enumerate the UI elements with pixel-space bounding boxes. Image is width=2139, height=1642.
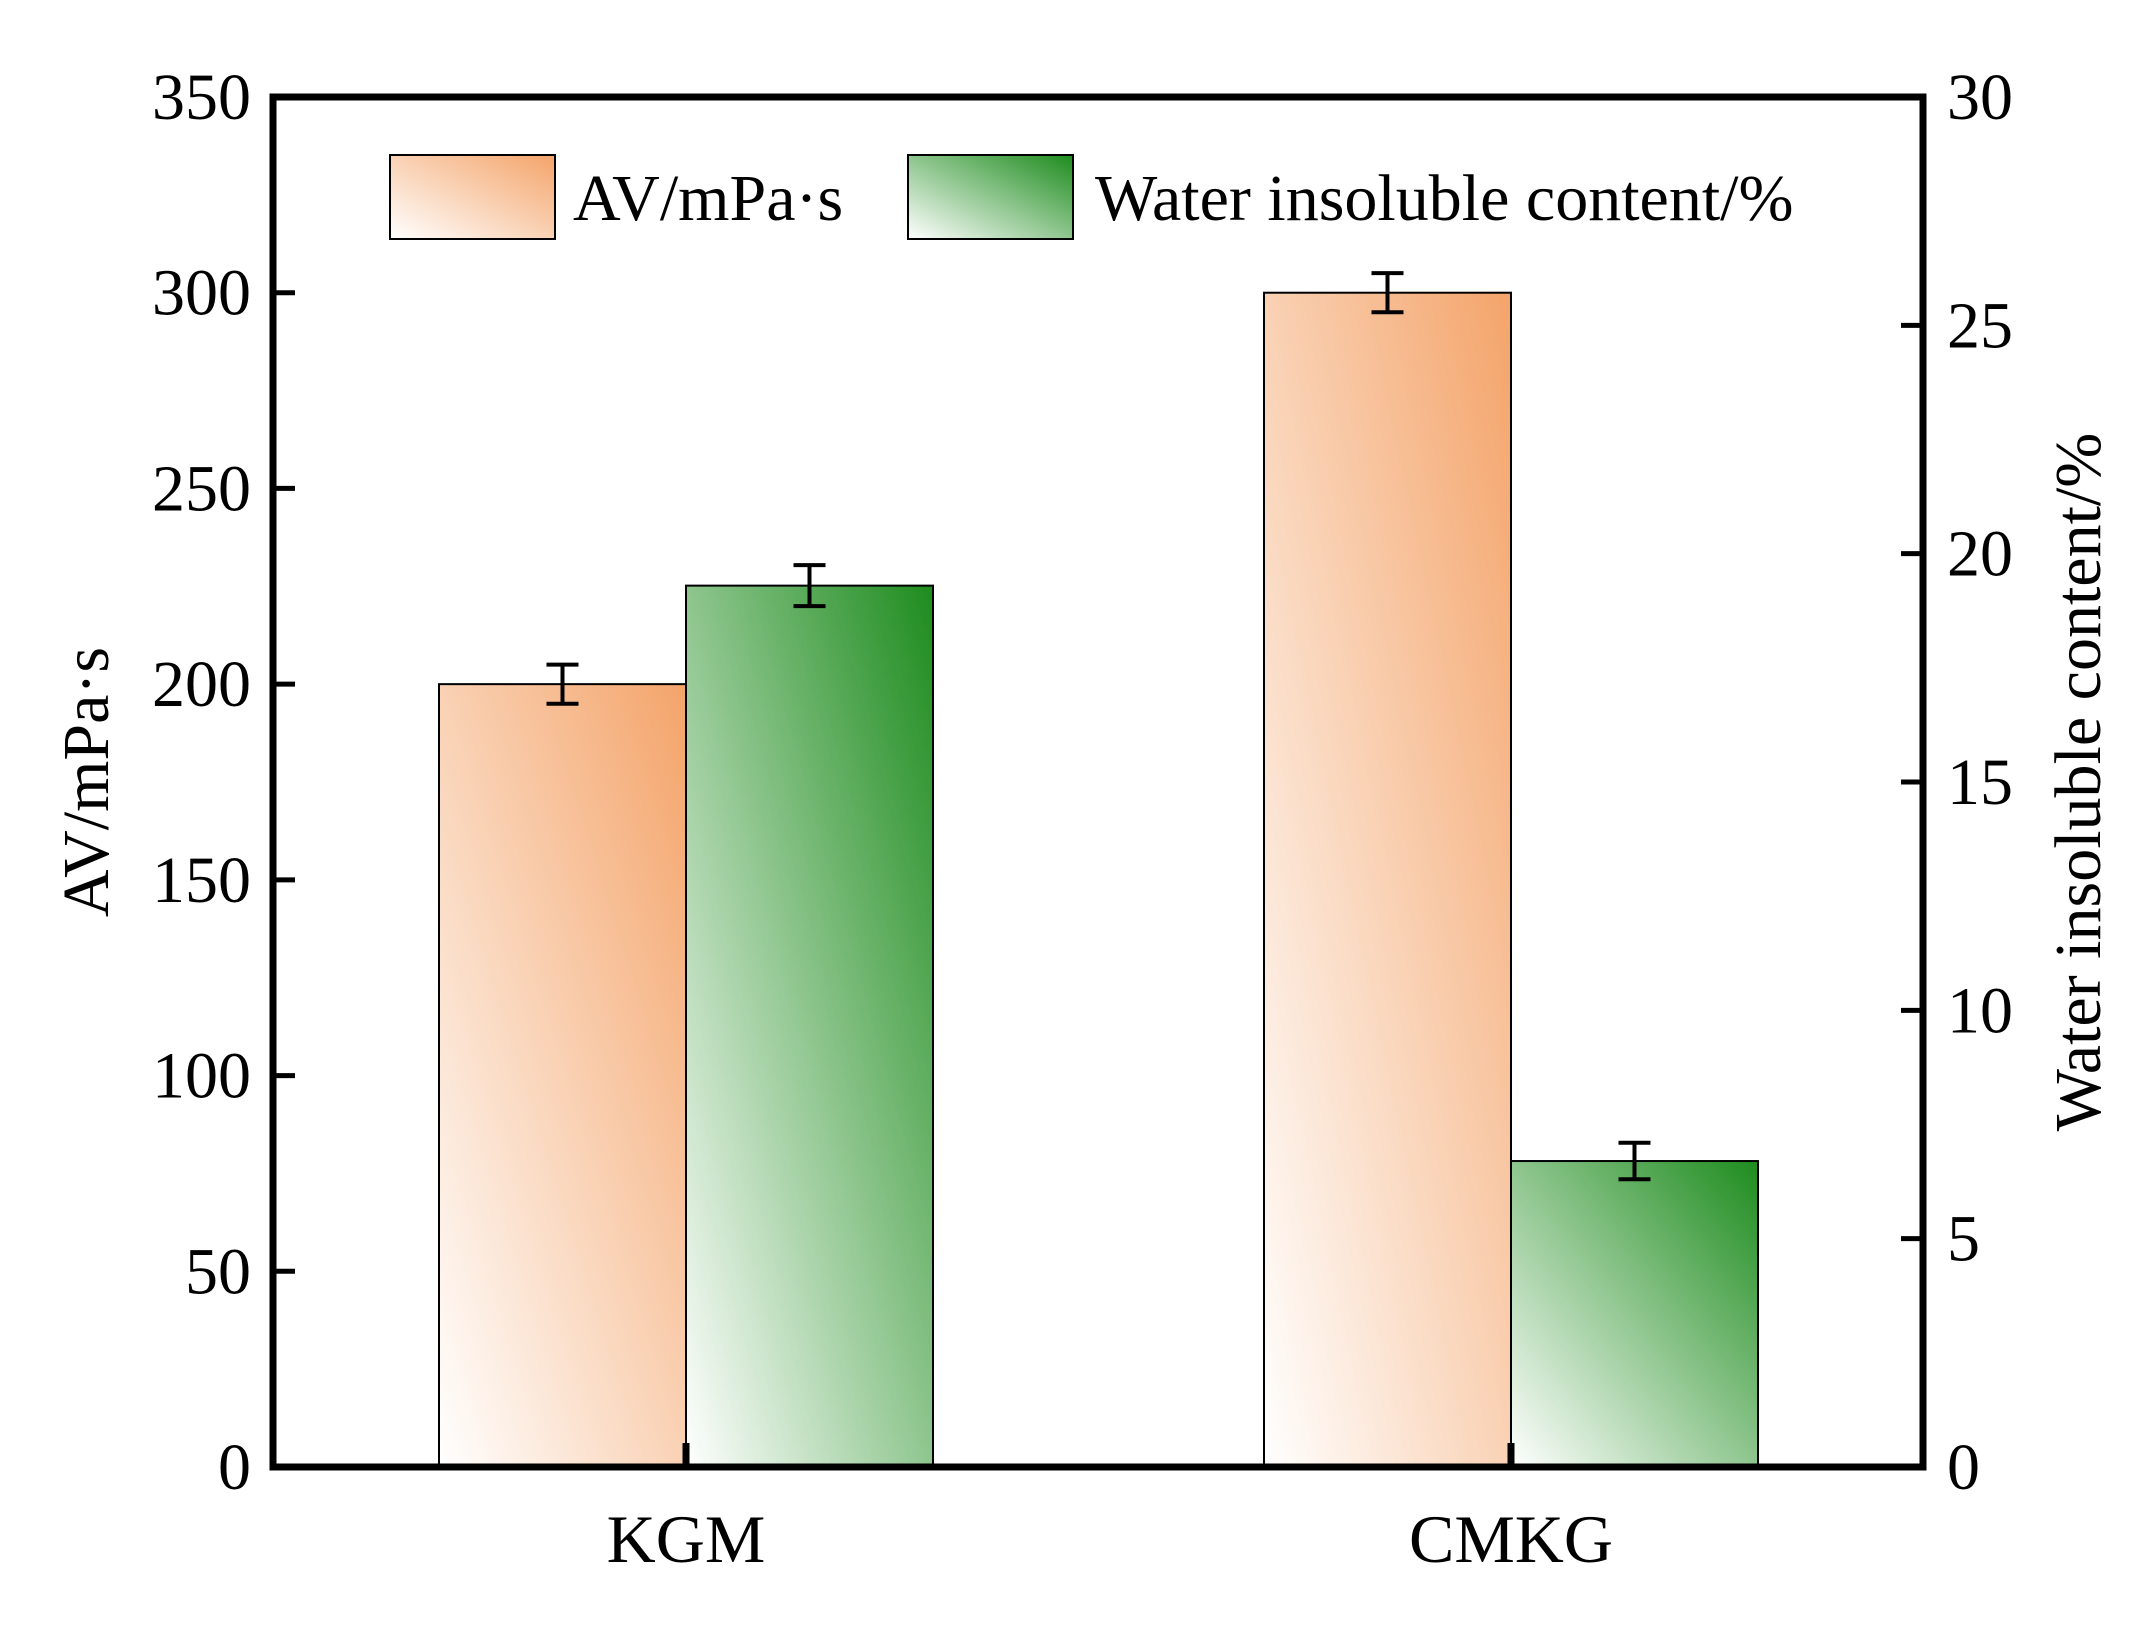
y-left-tick-label: 0 [218,1431,251,1504]
y-left-tick-label: 350 [152,61,251,134]
legend-swatch-water [907,154,1074,240]
bar-av-cmkg [1263,291,1512,1469]
y-right-tick-label: 20 [1947,518,2013,591]
y-left-tick-label: 200 [152,648,251,721]
bar-av-kgm [438,683,687,1468]
error-bar-av-kgm [546,662,579,706]
x-tick-label-kgm: KGM [607,1501,766,1577]
y-axis-left: 0 50 100 150 200 250 300 350 [152,61,295,1504]
y-axis-right-title: Water insoluble content/% [2042,433,2115,1131]
y-axis-left-title: AV/mPa·s [50,647,123,917]
error-bar-water-cmkg [1618,1140,1651,1182]
y-left-tick-label: 250 [152,452,251,525]
y-right-tick-label: 5 [1947,1203,1980,1276]
y-right-tick-label: 10 [1947,974,2013,1047]
x-axis: KGM CMKG [607,1443,1613,1577]
y-left-tick-label: 150 [152,844,251,917]
error-bar-water-kgm [793,563,826,609]
y-right-tick-label: 15 [1947,746,2013,819]
legend-swatch-av [389,154,556,240]
legend: AV/mPa·s Water insoluble content/% [389,154,1793,240]
y-left-tick-label: 50 [185,1235,251,1308]
legend-label-water: Water insoluble content/% [1095,162,1793,235]
plot-content [438,271,1759,1469]
x-tick-label-cmkg: CMKG [1409,1501,1613,1577]
y-left-tick-label: 300 [152,257,251,330]
y-right-tick-label: 30 [1947,61,2013,134]
bar-water-kgm [685,584,934,1468]
y-axis-right: 0 5 10 15 20 25 30 [1901,61,2013,1504]
legend-label-av: AV/mPa·s [573,162,843,235]
bar-water-cmkg [1510,1160,1759,1468]
y-right-tick-label: 0 [1947,1431,1980,1504]
y-left-tick-label: 100 [152,1040,251,1113]
error-bar-av-cmkg [1371,271,1404,315]
y-right-tick-label: 25 [1947,289,2013,362]
